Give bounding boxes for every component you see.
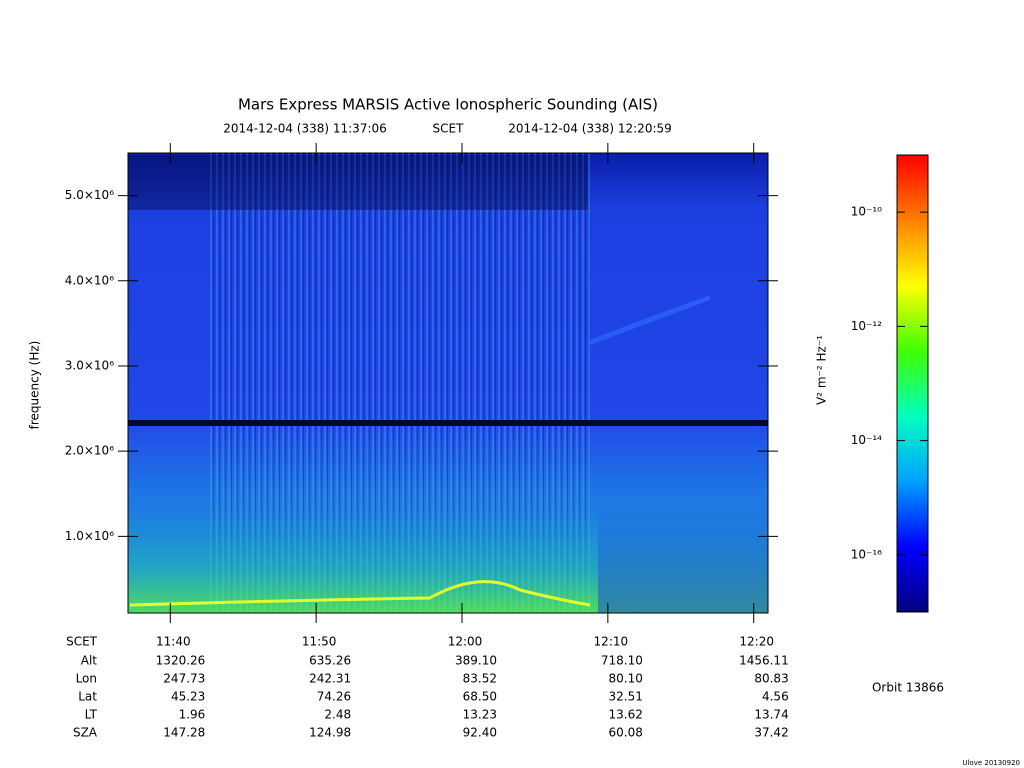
ephemeris-value: 389.10 (455, 654, 497, 668)
ephemeris-value: 92.40 (463, 726, 497, 740)
ephemeris-label: Lat (78, 690, 97, 704)
y-tick-label: 5.0×10⁶ (65, 188, 114, 202)
ephemeris-value: 68.50 (463, 690, 497, 704)
ephemeris-value: 74.26 (317, 690, 351, 704)
colorbar (896, 154, 929, 613)
x-tick-label: 11:50 (302, 635, 337, 649)
ephemeris-value: 242.31 (309, 672, 351, 686)
end-time: 2014-12-04 (338) 12:20:59 (508, 122, 672, 136)
chart-title: Mars Express MARSIS Active Ionospheric S… (238, 96, 658, 114)
ephemeris-value: 247.73 (163, 672, 205, 686)
colorbar-label: V² m⁻² Hz⁻¹ (815, 335, 829, 405)
ephemeris-value: 4.56 (762, 690, 789, 704)
ephemeris-value: 635.26 (309, 654, 351, 668)
ephemeris-value: 1456.11 (739, 654, 789, 668)
colorbar-tick-label: 10⁻¹² (851, 319, 882, 333)
orbit: Orbit 13866 (872, 681, 944, 695)
ephemeris-value: 45.23 (171, 690, 205, 704)
ephemeris-value: 1.96 (179, 708, 206, 722)
time-label: SCET (433, 122, 465, 136)
ephemeris-label: SCET (66, 635, 98, 649)
spectrogram (128, 153, 768, 613)
ephemeris-value: 1320.26 (156, 654, 206, 668)
ephemeris-value: 60.08 (608, 726, 642, 740)
ephemeris-value: 147.28 (163, 726, 205, 740)
ephemeris-value: 32.51 (608, 690, 642, 704)
ephemeris-value: 13.62 (608, 708, 642, 722)
ephemeris-value: 13.74 (754, 708, 788, 722)
ephemeris-label: Alt (81, 654, 98, 668)
x-tick-label: 12:00 (448, 635, 483, 649)
ephemeris-value: 83.52 (463, 672, 497, 686)
ephemeris-label: LT (85, 708, 98, 722)
y-axis-label: frequency (Hz) (28, 341, 42, 430)
ephemeris-value: 13.23 (463, 708, 497, 722)
y-tick-label: 3.0×10⁶ (65, 358, 114, 372)
ephemeris-label: SZA (73, 726, 98, 740)
y-tick-label: 2.0×10⁶ (65, 444, 114, 458)
start-time: 2014-12-04 (338) 11:37:06 (223, 122, 387, 136)
ephemeris-value: 37.42 (754, 726, 788, 740)
x-tick-label: 11:40 (156, 635, 191, 649)
colorbar-tick-label: 10⁻¹⁰ (851, 205, 882, 219)
x-tick-label: 12:10 (594, 635, 629, 649)
ephemeris-value: 2.48 (324, 708, 351, 722)
colorbar-tick-label: 10⁻¹⁶ (851, 547, 882, 561)
credit: Ulove 20130920 (962, 759, 1020, 767)
x-tick-label: 12:20 (739, 635, 774, 649)
y-tick-label: 1.0×10⁶ (65, 529, 114, 543)
ephemeris-value: 718.10 (601, 654, 643, 668)
ephemeris-label: Lon (76, 672, 97, 686)
ephemeris-value: 80.83 (754, 672, 788, 686)
ephemeris-value: 124.98 (309, 726, 351, 740)
ephemeris-value: 80.10 (608, 672, 642, 686)
y-tick-label: 4.0×10⁶ (65, 273, 114, 287)
colorbar-tick-label: 10⁻¹⁴ (851, 433, 882, 447)
